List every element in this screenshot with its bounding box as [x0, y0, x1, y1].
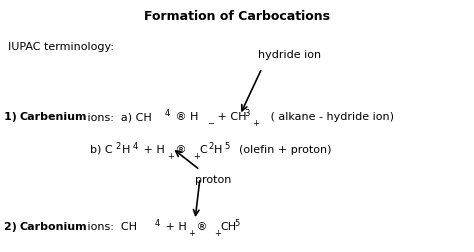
Text: ®: ® — [193, 222, 211, 232]
Text: b) C: b) C — [90, 145, 113, 155]
Text: Carbonium: Carbonium — [20, 222, 88, 232]
Text: +: + — [167, 152, 174, 161]
Text: 4: 4 — [133, 142, 138, 151]
Text: 4: 4 — [155, 219, 160, 228]
Text: IUPAC terminology:: IUPAC terminology: — [8, 42, 114, 52]
Text: Formation of Carbocations: Formation of Carbocations — [144, 10, 330, 23]
Text: 2: 2 — [115, 142, 120, 151]
Text: + CH: + CH — [214, 112, 246, 122]
Text: ® H: ® H — [172, 112, 199, 122]
Text: +: + — [252, 119, 259, 128]
Text: 5: 5 — [224, 142, 229, 151]
Text: +: + — [214, 229, 221, 238]
Text: 4: 4 — [165, 109, 170, 118]
Text: +: + — [188, 229, 195, 238]
Text: H: H — [214, 145, 222, 155]
Text: 5: 5 — [234, 219, 239, 228]
Text: ( alkane - hydride ion): ( alkane - hydride ion) — [260, 112, 394, 122]
Text: ions:  CH: ions: CH — [84, 222, 137, 232]
Text: hydride ion: hydride ion — [258, 50, 321, 60]
Text: + H: + H — [162, 222, 187, 232]
Text: + H: + H — [140, 145, 165, 155]
Text: C: C — [199, 145, 207, 155]
Text: ®: ® — [172, 145, 190, 155]
Text: CH: CH — [220, 222, 236, 232]
Text: ions:  a) CH: ions: a) CH — [84, 112, 152, 122]
Text: 3: 3 — [244, 109, 249, 118]
Text: proton: proton — [195, 175, 231, 185]
Text: (olefin + proton): (olefin + proton) — [232, 145, 331, 155]
Text: −: − — [207, 119, 214, 128]
Text: +: + — [193, 152, 200, 161]
Text: H: H — [122, 145, 130, 155]
Text: Carbenium: Carbenium — [20, 112, 88, 122]
Text: 2): 2) — [4, 222, 21, 232]
Text: 1): 1) — [4, 112, 21, 122]
Text: 2: 2 — [208, 142, 213, 151]
